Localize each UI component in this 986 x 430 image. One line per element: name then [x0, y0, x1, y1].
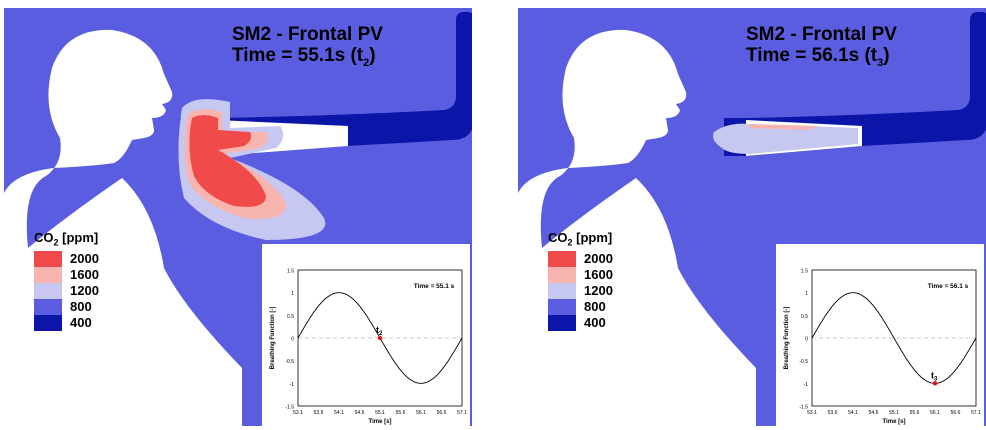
legend-row-400: 400 [548, 314, 613, 331]
y-tick-label: 0 [805, 337, 808, 343]
y-tick-label: -0.5 [799, 359, 808, 365]
exhaust-duct [180, 12, 472, 156]
left-panel: SM2 - Frontal PV Time = 55.1s (t2) CO2 [… [4, 8, 472, 426]
legend-row-400: 400 [34, 314, 99, 331]
y-tick-label: -1.5 [799, 405, 808, 411]
x-tick-label: 56.1 [416, 410, 426, 416]
x-tick-label: 56.6 [951, 410, 961, 416]
x-axis-label: Time [s] [369, 419, 392, 425]
x-tick-label: 56.1 [930, 410, 940, 416]
breathing-function-inset: 1.5 1 0.5 0 -0.5 -1 -1.5 53.1 53.6 54.1 54.6 55.1 55… [776, 244, 984, 426]
panel-title: SM2 - Frontal PV Time = 55.1s (t2) [232, 24, 383, 74]
title-line-2: Time = 55.1s (t2) [232, 45, 376, 69]
co2-legend: CO2 [ppm] 2000 1600 1200 800 400 [548, 230, 613, 331]
x-tick-label: 53.6 [828, 410, 838, 416]
y-tick-label: 1 [291, 291, 294, 297]
x-tick-label: 55.6 [396, 410, 406, 416]
co2-legend: CO2 [ppm] 2000 1600 1200 800 400 [34, 230, 99, 331]
inset-time-label: Time = 56.1 s [928, 283, 969, 290]
legend-row-800: 800 [548, 298, 613, 315]
x-tick-label: 54.6 [869, 410, 879, 416]
panel-title: SM2 - Frontal PV Time = 56.1s (t3) [746, 24, 897, 74]
human-silhouette [518, 29, 687, 426]
y-tick-label: 1.5 [287, 269, 294, 275]
title-line-2: Time = 56.1s (t3) [746, 45, 890, 69]
legend-row-2000: 2000 [548, 250, 613, 267]
y-axis-label: Breathing Function [-] [784, 307, 790, 370]
human-silhouette [4, 29, 173, 426]
inset-time-label: Time = 55.1 s [414, 283, 455, 290]
inset-plot-left: 1.5 1 0.5 0 -0.5 -1 -1.553.1 53.6 54.1 54.6 55.1 55… [270, 269, 467, 426]
time-marker [932, 381, 938, 386]
title-line-1: SM2 - Frontal PV [232, 24, 383, 45]
x-tick-label: 53.1 [807, 410, 817, 416]
legend-row-1600: 1600 [548, 266, 613, 283]
y-tick-label: -0.5 [285, 359, 294, 365]
x-tick-label: 57.1 [457, 410, 467, 416]
exhaust-duct [724, 12, 986, 156]
x-tick-label: 54.1 [848, 410, 858, 416]
marker-label: t3 [931, 370, 938, 382]
left-contour-plot [4, 8, 472, 426]
legend-row-800: 800 [34, 298, 99, 315]
x-tick-label: 53.6 [314, 410, 324, 416]
y-tick-label: 0.5 [287, 314, 294, 320]
legend-title: CO2 [ppm] [34, 230, 99, 248]
x-tick-label: 55.6 [910, 410, 920, 416]
y-tick-label: 1 [805, 291, 808, 297]
x-tick-label: 54.6 [355, 410, 365, 416]
inset-plot-right: 1.5 1 0.5 0 -0.5 -1 -1.553.1 53.6 54.1 54.6 55.1 55… [784, 269, 981, 426]
x-axis-label: Time [s] [883, 419, 906, 425]
legend-row-1200: 1200 [548, 282, 613, 299]
y-tick-label: -1 [804, 382, 809, 388]
x-tick-label: 57.1 [971, 410, 981, 416]
y-tick-label: -1.5 [285, 405, 294, 411]
x-tick-label: 55.1 [889, 410, 899, 416]
legend-row-2000: 2000 [34, 250, 99, 267]
breathing-function-inset: 1.5 1 0.5 0 -0.5 -1 -1.5 53.1 53.6 54.1 54.6 55.1 55… [262, 244, 470, 426]
legend-row-1200: 1200 [34, 282, 99, 299]
y-tick-label: 1.5 [801, 269, 808, 275]
legend-row-1600: 1600 [34, 266, 99, 283]
breathing-curve [811, 292, 977, 384]
x-tick-label: 55.1 [375, 410, 385, 416]
right-panel: SM2 - Frontal PV Time = 56.1s (t3) CO2 [… [518, 8, 986, 426]
time-marker [377, 335, 383, 341]
x-tick-label: 53.1 [293, 410, 303, 416]
y-axis-label: Breathing Function [-] [270, 307, 276, 370]
legend-title: CO2 [ppm] [548, 230, 613, 248]
marker-label: t2 [376, 325, 383, 337]
x-tick-label: 54.1 [334, 410, 344, 416]
y-tick-label: -1 [290, 382, 295, 388]
y-tick-label: 0 [291, 337, 294, 343]
x-tick-label: 56.6 [437, 410, 447, 416]
y-tick-label: 0.5 [801, 314, 808, 320]
title-line-1: SM2 - Frontal PV [746, 24, 897, 45]
